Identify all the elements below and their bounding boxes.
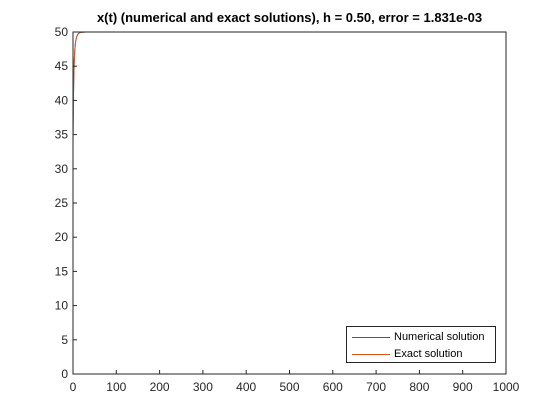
y-tick-label: 25 xyxy=(55,196,69,210)
axis-ticks: 0 100 200 300 400 500 600 700 800 900 1000 0 5 10 15 20… xyxy=(55,25,520,394)
series-line-exact xyxy=(72,31,506,142)
series-line-numerical xyxy=(72,31,506,142)
legend: Numerical solution Exact solution xyxy=(346,326,496,363)
y-tick-label: 30 xyxy=(55,162,69,176)
x-tick-label: 700 xyxy=(366,380,386,394)
series-lines xyxy=(72,31,506,142)
x-tick-label: 200 xyxy=(150,380,170,394)
y-tick-label: 0 xyxy=(61,367,68,381)
legend-swatch-exact xyxy=(352,353,390,355)
y-tick-label: 50 xyxy=(55,25,69,39)
legend-swatch-numerical xyxy=(352,336,390,338)
y-tick-label: 40 xyxy=(55,93,69,107)
legend-label-numerical: Numerical solution xyxy=(394,331,485,343)
y-tick-label: 5 xyxy=(61,333,68,347)
x-tick-label: 900 xyxy=(453,380,473,394)
x-tick-label: 500 xyxy=(279,380,299,394)
x-tick-label: 300 xyxy=(193,380,213,394)
y-tick-label: 20 xyxy=(55,230,69,244)
x-tick-label: 800 xyxy=(409,380,429,394)
legend-label-exact: Exact solution xyxy=(394,348,463,360)
x-tick-label: 100 xyxy=(106,380,126,394)
y-tick-label: 10 xyxy=(55,299,69,313)
legend-entry-numerical: Numerical solution xyxy=(347,329,497,345)
x-tick-label: 600 xyxy=(323,380,343,394)
chart-title: x(t) (numerical and exact solutions), h … xyxy=(96,10,483,25)
y-tick-label: 15 xyxy=(55,264,69,278)
x-tick-label: 400 xyxy=(236,380,256,394)
axes-box xyxy=(72,31,507,375)
y-tick-label: 45 xyxy=(55,59,69,73)
legend-entry-exact: Exact solution xyxy=(347,346,497,362)
x-tick-label: 1000 xyxy=(493,380,520,394)
x-tick-label: 0 xyxy=(70,380,77,394)
y-tick-label: 35 xyxy=(55,128,69,142)
